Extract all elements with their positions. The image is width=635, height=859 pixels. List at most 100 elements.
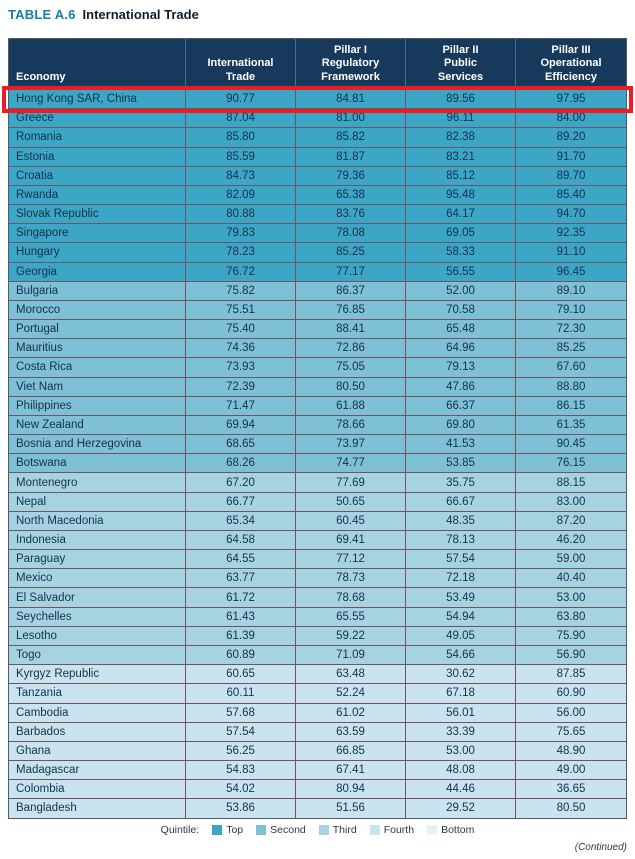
table-row: Rwanda 82.09 65.38 95.48 85.40: [9, 184, 626, 205]
economy-cell: Tanzania: [16, 687, 63, 700]
table-row: Bosnia and Herzegovina 68.65 73.97 41.53 90.…: [9, 434, 626, 454]
table-row: Botswana 68.26 74.77 53.85 76.15: [9, 453, 626, 473]
legend-label: Quintile:: [160, 824, 200, 836]
score-cell: 73.93: [185, 358, 295, 377]
score-cell: 87.85: [515, 665, 626, 684]
score-cell: 91.10: [515, 243, 626, 262]
score-cell: 67.60: [515, 358, 626, 377]
score-cell: 97.95: [515, 90, 626, 109]
score-cell: 80.88: [185, 205, 295, 224]
economy-cell: Botswana: [16, 457, 67, 470]
score-cell: 36.65: [515, 780, 626, 799]
score-cell: 80.50: [295, 377, 405, 396]
continued-note: (Continued): [574, 842, 627, 853]
score-cell: 79.83: [185, 224, 295, 243]
economy-cell: Portugal: [16, 323, 59, 336]
score-cell: 71.09: [295, 645, 405, 665]
legend-item-label: Third: [332, 824, 357, 836]
score-cell: 84.73: [185, 166, 295, 185]
score-cell: 68.26: [185, 454, 295, 473]
score-cell: 72.86: [295, 339, 405, 358]
economy-cell: Viet Nam: [16, 380, 64, 393]
score-cell: 63.48: [295, 665, 405, 684]
score-cell: 76.15: [515, 454, 626, 473]
score-cell: 90.77: [185, 90, 295, 109]
economy-cell: Philippines: [16, 399, 72, 412]
score-cell: 86.37: [295, 281, 405, 300]
score-cell: 60.90: [515, 684, 626, 703]
international-trade-table: Economy International Trade Pillar I Reg…: [8, 38, 627, 819]
score-cell: 79.13: [405, 358, 515, 377]
economy-cell: Paraguay: [16, 553, 66, 566]
table-title-text: International Trade: [82, 7, 199, 22]
score-cell: 64.96: [405, 339, 515, 358]
score-cell: 71.47: [185, 396, 295, 415]
score-cell: 89.56: [405, 90, 515, 109]
score-cell: 52.00: [405, 281, 515, 300]
score-cell: 78.68: [295, 588, 405, 607]
table-row: Philippines 71.47 61.88 66.37 86.15: [9, 395, 626, 415]
score-cell: 95.48: [405, 185, 515, 205]
score-cell: 57.54: [405, 550, 515, 569]
score-cell: 78.13: [405, 530, 515, 550]
economy-cell: Colombia: [16, 783, 65, 796]
score-cell: 33.39: [405, 722, 515, 741]
score-cell: 48.08: [405, 761, 515, 780]
score-cell: 73.97: [295, 435, 405, 454]
score-cell: 74.36: [185, 339, 295, 358]
column-header-pillar1: Pillar I Regulatory Framework: [295, 39, 405, 89]
score-cell: 81.87: [295, 147, 405, 166]
score-cell: 63.80: [515, 607, 626, 626]
score-cell: 80.50: [515, 799, 626, 818]
score-cell: 60.11: [185, 684, 295, 703]
score-cell: 87.04: [185, 109, 295, 128]
score-cell: 61.43: [185, 607, 295, 626]
score-cell: 53.00: [515, 588, 626, 607]
quintile-legend: Quintile: Top Second Third Fourth Bottom: [0, 824, 635, 836]
table-row: Paraguay 64.55 77.12 57.54 59.00: [9, 549, 626, 569]
table-row: New Zealand 69.94 78.66 69.80 61.35: [9, 414, 626, 435]
score-cell: 66.37: [405, 396, 515, 415]
score-cell: 75.65: [515, 722, 626, 741]
economy-cell: Bangladesh: [16, 802, 77, 815]
score-cell: 69.80: [405, 415, 515, 435]
score-cell: 67.41: [295, 761, 405, 780]
score-cell: 85.80: [185, 128, 295, 147]
score-cell: 65.55: [295, 607, 405, 626]
score-cell: 53.49: [405, 588, 515, 607]
economy-cell: Indonesia: [16, 534, 66, 547]
column-header-international-trade: International Trade: [185, 39, 295, 89]
score-cell: 85.40: [515, 185, 626, 205]
economy-cell: North Macedonia: [16, 514, 104, 527]
table-row: Togo 60.89 71.09 54.66 56.90: [9, 644, 626, 665]
table-row: Hungary 78.23 85.25 58.33 91.10: [9, 242, 626, 262]
score-cell: 96.45: [515, 262, 626, 281]
economy-cell: Singapore: [16, 227, 69, 240]
table-row: Colombia 54.02 80.94 44.46 36.65: [9, 779, 626, 799]
legend-item-label: Top: [226, 824, 244, 836]
quintile-swatch: [369, 825, 380, 835]
economy-cell: Romania: [16, 131, 63, 144]
score-cell: 57.54: [185, 722, 295, 741]
score-cell: 83.00: [515, 492, 626, 511]
score-cell: 49.00: [515, 761, 626, 780]
score-cell: 61.35: [515, 415, 626, 435]
table-row: North Macedonia 65.34 60.45 48.35 87.20: [9, 510, 626, 530]
score-cell: 64.58: [185, 530, 295, 550]
score-cell: 60.45: [295, 511, 405, 530]
table-row: Viet Nam 72.39 80.50 47.86 88.80: [9, 376, 626, 396]
score-cell: 68.65: [185, 435, 295, 454]
column-header-economy: Economy: [16, 70, 66, 83]
economy-cell: Greece: [16, 112, 54, 125]
legend-item: Fourth: [369, 824, 414, 836]
table-row: Costa Rica 73.93 75.05 79.13 67.60: [9, 357, 626, 377]
score-cell: 60.65: [185, 665, 295, 684]
score-cell: 57.68: [185, 703, 295, 722]
score-cell: 65.38: [295, 185, 405, 205]
score-cell: 88.41: [295, 320, 405, 339]
economy-cell: El Salvador: [16, 591, 75, 604]
score-cell: 65.34: [185, 511, 295, 530]
score-cell: 75.51: [185, 300, 295, 320]
economy-cell: Lesotho: [16, 629, 57, 642]
economy-cell: Kyrgyz Republic: [16, 668, 100, 681]
